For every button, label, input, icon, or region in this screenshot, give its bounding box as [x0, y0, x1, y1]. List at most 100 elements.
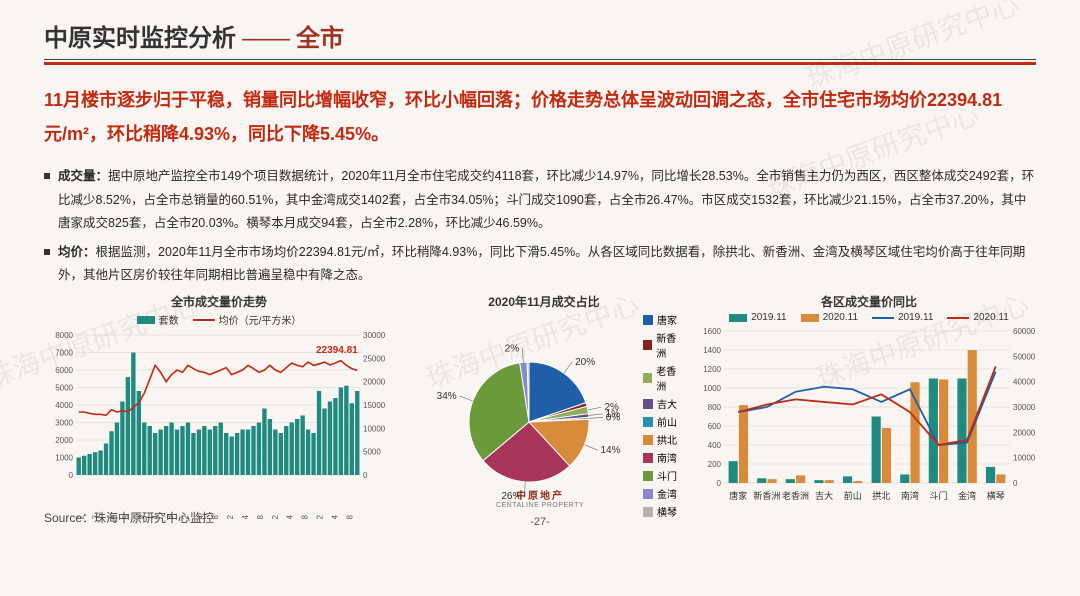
- legend-label: 2019.11: [898, 312, 933, 323]
- brand-logo: 中原地产 CENTALINE PROPERTY: [496, 491, 584, 510]
- chart1-title: 全市成交量价走势: [44, 293, 394, 310]
- legend-swatch-line: [193, 319, 215, 321]
- legend-swatch: [643, 435, 653, 445]
- bullet-item: 成交量：据中原地产监控全市149个项目数据统计，2020年11月全市住宅成交约4…: [44, 165, 1036, 234]
- chart2-svg: 20%2%1%0%14%26%34%2%: [404, 322, 637, 512]
- chart1-svg: 0100020003000400050006000700080000500010…: [44, 329, 394, 519]
- highlight-paragraph: 11月楼市逐步归于平稳，销量同比增幅收窄，环比小幅回落；价格走势总体呈波动回调之…: [44, 83, 1036, 151]
- svg-text:老香洲: 老香洲: [782, 490, 809, 501]
- svg-text:10000: 10000: [363, 424, 386, 433]
- pie-legend-item: 金湾: [643, 486, 684, 501]
- legend-swatch-bar: [729, 314, 747, 322]
- chart-region: 各区成交量价同比 2019.112020.112019.112020.11 02…: [694, 293, 1044, 524]
- svg-text:25000: 25000: [363, 354, 386, 363]
- legend-label: 套数: [159, 312, 179, 327]
- svg-text:10000: 10000: [1013, 454, 1036, 463]
- svg-text:吉大: 吉大: [815, 490, 833, 501]
- svg-text:2000: 2000: [55, 436, 73, 445]
- svg-text:800: 800: [708, 403, 722, 412]
- pie-legend-item: 斗门: [643, 468, 684, 483]
- page-root: 中原实时监控分析 —— 全市 11月楼市逐步归于平稳，销量同比增幅收窄，环比小幅…: [0, 0, 1080, 532]
- legend-swatch-line: [947, 317, 969, 319]
- svg-text:0: 0: [717, 479, 722, 488]
- legend-swatch: [643, 373, 652, 383]
- svg-text:34%: 34%: [437, 391, 457, 402]
- pie-legend-item: 拱北: [643, 432, 684, 447]
- svg-text:40000: 40000: [1013, 378, 1036, 387]
- pie-legend-item: 老香洲: [643, 363, 684, 393]
- svg-text:4000: 4000: [55, 401, 73, 410]
- legend-label: 吉大: [657, 396, 677, 411]
- svg-text:20000: 20000: [1013, 428, 1036, 437]
- highlight-prefix: 11月楼市逐步归于平稳，销量同比增幅收窄，环比小幅回落；价格走势总体呈波动回调之…: [44, 90, 783, 110]
- chart3-legend: 2019.112020.112019.112020.11: [694, 312, 1044, 323]
- pie-legend-item: 新香洲: [643, 330, 684, 360]
- svg-text:0%: 0%: [606, 412, 621, 423]
- chart2-title: 2020年11月成交占比: [404, 293, 684, 310]
- chart1-legend: 套数 均价（元/平方米）: [44, 312, 394, 327]
- svg-text:0: 0: [69, 471, 74, 480]
- svg-text:前山: 前山: [844, 490, 862, 501]
- logo-cn: 中原地产: [496, 491, 584, 502]
- pie-legend-item: 吉大: [643, 396, 684, 411]
- svg-text:400: 400: [708, 441, 722, 450]
- divider-thick: [44, 62, 1036, 65]
- svg-text:1200: 1200: [703, 365, 721, 374]
- svg-text:600: 600: [708, 422, 722, 431]
- chart3-svg: 0200400600800100012001400160001000020000…: [694, 325, 1044, 505]
- pie-legend-item: 前山: [643, 414, 684, 429]
- svg-text:3000: 3000: [55, 419, 73, 428]
- footer-row: Source：珠海中原研究中心监控: [44, 509, 1036, 526]
- title-main: 中原实时监控分析: [44, 18, 236, 53]
- svg-text:2%: 2%: [505, 343, 520, 354]
- divider-thin: [44, 59, 1036, 60]
- svg-text:30000: 30000: [363, 331, 386, 340]
- svg-text:15000: 15000: [363, 401, 386, 410]
- source-text: Source：珠海中原研究中心监控: [44, 509, 214, 526]
- svg-text:1400: 1400: [703, 346, 721, 355]
- svg-text:拱北: 拱北: [872, 490, 890, 501]
- bullet-text: 根据监测，2020年11月全市市场均价22394.81元/㎡，环比稍降4.93%…: [58, 245, 1025, 282]
- svg-text:200: 200: [708, 460, 722, 469]
- legend-label: 斗门: [657, 468, 677, 483]
- legend-label: 新香洲: [656, 330, 684, 360]
- svg-text:30000: 30000: [1013, 403, 1036, 412]
- svg-text:0: 0: [1013, 479, 1018, 488]
- svg-text:1000: 1000: [703, 384, 721, 393]
- svg-text:金湾: 金湾: [958, 490, 976, 501]
- svg-text:唐家: 唐家: [729, 490, 747, 501]
- svg-text:1000: 1000: [55, 454, 73, 463]
- legend-swatch-bar: [137, 316, 155, 324]
- legend-label: 拱北: [657, 432, 677, 447]
- legend-swatch: [643, 489, 653, 499]
- page-title-row: 中原实时监控分析 —— 全市: [44, 18, 1036, 53]
- pie-legend-item: 唐家: [643, 312, 684, 327]
- chart-trend: 全市成交量价走势 套数 均价（元/平方米） 010002000300040005…: [44, 293, 394, 524]
- chart2-legend: 唐家新香洲老香洲吉大前山拱北南湾斗门金湾横琴: [643, 312, 684, 522]
- bullet-label: 均价：: [58, 245, 96, 259]
- svg-text:22394.81: 22394.81: [316, 345, 358, 356]
- legend-label: 前山: [657, 414, 677, 429]
- bullet-square-icon: [44, 249, 50, 255]
- svg-text:横琴: 横琴: [987, 490, 1005, 501]
- legend-label: 均价（元/平方米）: [219, 312, 302, 327]
- svg-text:60000: 60000: [1013, 327, 1036, 336]
- bullet-list: 成交量：据中原地产监控全市149个项目数据统计，2020年11月全市住宅成交约4…: [44, 165, 1036, 287]
- svg-text:0: 0: [363, 471, 368, 480]
- legend-item: 2020.11: [947, 312, 1008, 323]
- legend-label: 金湾: [657, 486, 677, 501]
- legend-label: 唐家: [657, 312, 677, 327]
- legend-swatch: [643, 453, 653, 463]
- legend-swatch: [643, 471, 653, 481]
- chart3-title: 各区成交量价同比: [694, 293, 1044, 310]
- svg-text:南湾: 南湾: [901, 490, 919, 501]
- bullet-item: 均价：根据监测，2020年11月全市市场均价22394.81元/㎡，环比稍降4.…: [44, 241, 1036, 287]
- legend-swatch: [643, 315, 653, 325]
- legend-item: 2020.11: [801, 312, 858, 323]
- svg-text:20%: 20%: [575, 357, 595, 368]
- legend-swatch-bar: [801, 314, 819, 322]
- svg-text:20000: 20000: [363, 378, 386, 387]
- bullet-label: 成交量：: [58, 169, 108, 183]
- legend-label: 老香洲: [656, 363, 684, 393]
- svg-text:新香洲: 新香洲: [753, 490, 780, 501]
